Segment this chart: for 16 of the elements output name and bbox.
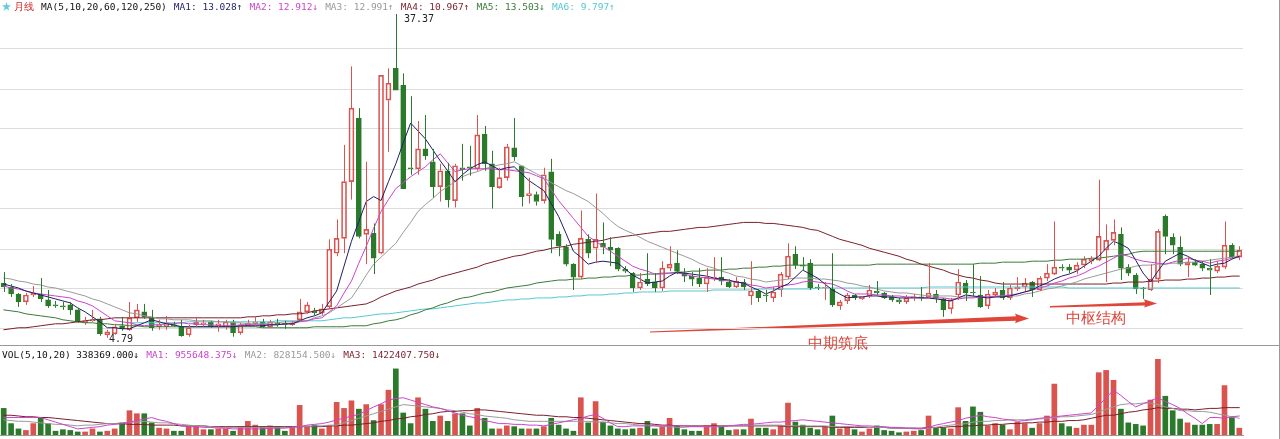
chart-subtitle: MA(5,10,20,60,120,250) bbox=[41, 1, 167, 12]
text: MA4: 10.967↑ bbox=[400, 1, 470, 12]
text: MA1: 955648.375↓ bbox=[146, 349, 238, 360]
annotation: 中枢结构 bbox=[1066, 309, 1126, 328]
text: MA2: 828154.500↓ bbox=[244, 349, 337, 360]
text: MA3: 1422407.750↓ bbox=[343, 349, 441, 360]
text: MA3: 12.991↑ bbox=[325, 1, 394, 12]
chart-title: 月线 bbox=[14, 1, 34, 12]
annotation: 中期筑底 bbox=[808, 334, 868, 353]
text: MA6: 9.797↑ bbox=[552, 1, 615, 12]
text: MA2: 12.912↓ bbox=[249, 1, 319, 12]
text: MA1: 13.028↑ bbox=[173, 1, 243, 12]
chart-title: VOL(5,10,20) 338369.000↓ bbox=[2, 349, 140, 360]
annotation: 37.37 bbox=[404, 13, 435, 24]
annotation: 4.79 bbox=[109, 333, 134, 344]
text: MA5: 13.503↓ bbox=[476, 1, 546, 12]
